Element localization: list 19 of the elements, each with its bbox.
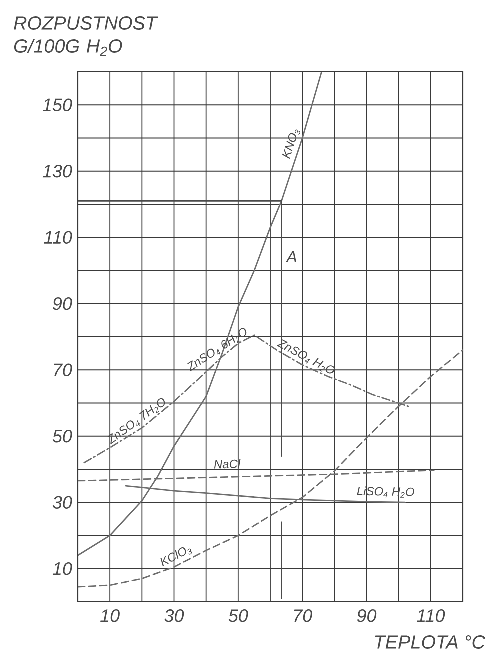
text: KNO$_{3}$ — [282, 130, 300, 160]
y-tick-label: 10 — [52, 562, 72, 576]
y-tick-label: 150 — [42, 98, 72, 112]
x-tick-label: 50 — [228, 610, 248, 622]
y-tick-label: 110 — [44, 231, 72, 244]
y-tick-label: 90 — [53, 297, 72, 310]
y-tick-label: 130 — [42, 164, 72, 178]
y-tick-label: 70 — [54, 364, 72, 376]
x-tick-label: 30 — [164, 610, 184, 622]
x-tick-label: 10 — [100, 610, 120, 622]
y-axis-title: ROZPUSTNOST G/100G H$_{2}$O — [14, 16, 158, 56]
x-tick-label: 110 — [417, 610, 446, 622]
y-tick-label: 30 — [52, 496, 72, 509]
x-tick-label: 70 — [294, 610, 312, 622]
x-tick-label: 90 — [357, 610, 377, 622]
x-axis-title: TEPLOTA °C — [375, 636, 486, 649]
y-tick-label: 50 — [52, 430, 72, 443]
annotation: A — [286, 251, 297, 262]
text: KClO$_{3}$ — [160, 548, 192, 567]
